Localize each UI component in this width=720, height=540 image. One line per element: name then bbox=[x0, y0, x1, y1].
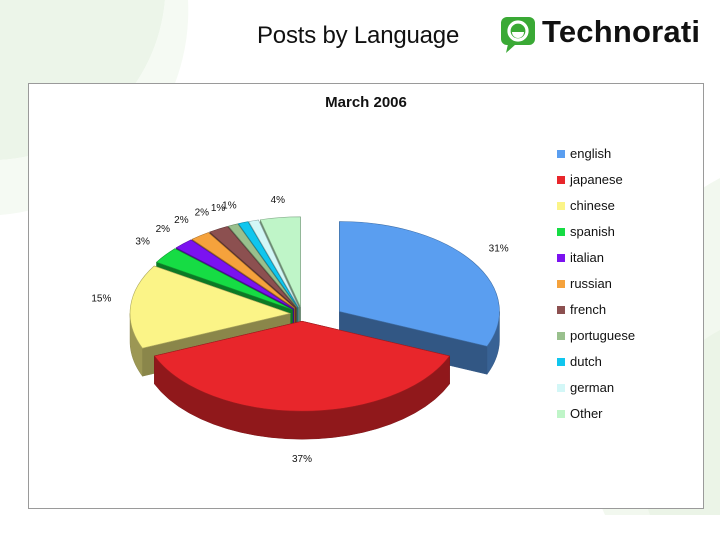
data-label-dutch: 1% bbox=[222, 201, 237, 212]
legend-label-spanish: spanish bbox=[570, 224, 615, 239]
legend-label-french: french bbox=[570, 302, 607, 317]
legend-label-german: german bbox=[570, 380, 615, 395]
legend-swatch-japanese bbox=[557, 176, 565, 184]
legend-swatch-italian bbox=[557, 254, 565, 262]
data-label-spanish: 3% bbox=[135, 237, 150, 248]
slice-portuguese bbox=[227, 223, 298, 308]
slice-french bbox=[209, 226, 297, 308]
legend-label-english: english bbox=[570, 146, 612, 161]
slice-italian bbox=[175, 239, 294, 310]
logo-wordmark: Technorati bbox=[542, 14, 701, 49]
data-label-other: 4% bbox=[271, 195, 286, 206]
slice-russian bbox=[191, 232, 296, 309]
slice-dutch bbox=[237, 221, 299, 308]
data-label-chinese: 15% bbox=[91, 293, 111, 304]
slice-english bbox=[339, 221, 500, 347]
slice-japanese bbox=[153, 320, 451, 412]
legend-label-japanese: japanese bbox=[570, 172, 623, 187]
data-label-italian: 2% bbox=[156, 224, 171, 235]
legend-swatch-russian bbox=[557, 280, 565, 288]
pie-chart: 31%37%15%3%2%2%2% 1%1%4% bbox=[91, 195, 509, 465]
legend-label-chinese: chinese bbox=[570, 198, 615, 213]
data-label-english: 31% bbox=[489, 244, 509, 255]
technorati-logo: Technorati bbox=[500, 14, 705, 58]
legend-swatch-dutch bbox=[557, 358, 565, 366]
data-label-french: 2% bbox=[195, 208, 210, 219]
logo-speech-bubble-icon bbox=[501, 17, 535, 53]
legend-swatch-french bbox=[557, 306, 565, 314]
slide-title: Posts by Language bbox=[257, 22, 460, 49]
data-label-portuguese: 1% bbox=[211, 203, 226, 214]
legend-swatch-spanish bbox=[557, 228, 565, 236]
chart-panel: 31% 37% 15% 3% 2% 2% 2% 1% 1% 4% March 2006 engli… bbox=[28, 83, 704, 509]
legend-swatch-english bbox=[557, 150, 565, 158]
legend-label-russian: russian bbox=[570, 276, 612, 291]
legend-swatch-other bbox=[557, 410, 565, 418]
slice-chinese bbox=[129, 265, 292, 349]
data-label-japanese: 37% bbox=[292, 454, 312, 465]
legend-swatch-portuguese bbox=[557, 332, 565, 340]
legend-swatch-chinese bbox=[557, 202, 565, 210]
legend-label-italian: italian bbox=[570, 250, 604, 265]
slice-spanish bbox=[155, 248, 293, 310]
legend-label-other: Other bbox=[570, 406, 603, 421]
slice-german bbox=[248, 219, 299, 308]
chart-title: March 2006 bbox=[325, 94, 407, 111]
slice-other bbox=[259, 216, 301, 307]
legend-label-portuguese: portuguese bbox=[570, 328, 636, 343]
legend-label-dutch: dutch bbox=[570, 354, 602, 369]
legend-swatch-german bbox=[557, 384, 565, 392]
data-label-russian: 2% bbox=[174, 215, 189, 226]
